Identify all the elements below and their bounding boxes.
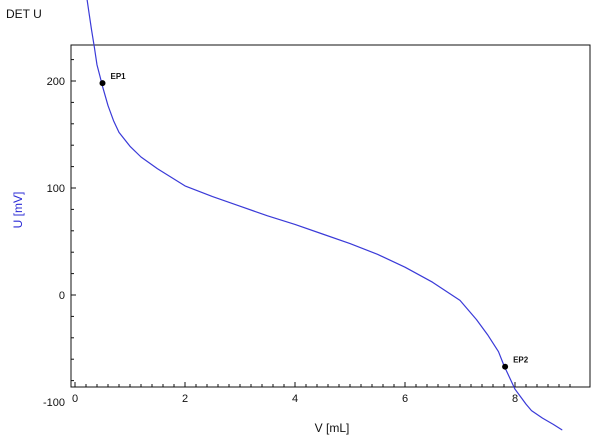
y-axis-label: U [mV] xyxy=(11,192,25,229)
endpoint-label: EP1 xyxy=(111,72,127,81)
endpoint-label: EP2 xyxy=(513,356,529,365)
points-layer: EP1 EP2 xyxy=(99,72,529,370)
y-tick-label: -100 xyxy=(43,397,65,409)
endpoint-marker xyxy=(502,363,509,370)
x-tick-label: 0 xyxy=(72,393,78,405)
series-layer xyxy=(86,0,563,431)
chart-title: DET U xyxy=(6,7,42,21)
y-tick-label: 100 xyxy=(47,183,65,195)
plot-frame xyxy=(70,44,591,388)
x-axis-label: V [mL] xyxy=(315,421,350,435)
y-ticks: -1000100200300400 xyxy=(43,59,76,409)
endpoint-marker xyxy=(99,80,106,87)
y-tick-label: 0 xyxy=(59,290,65,302)
x-tick-label: 6 xyxy=(402,393,408,405)
x-tick-label: 8 xyxy=(512,393,518,405)
x-ticks: 0 2 4 6 8 xyxy=(72,382,571,405)
y-tick-label: 200 xyxy=(47,76,65,88)
x-tick-label: 4 xyxy=(292,393,298,405)
series-line-0 xyxy=(86,0,563,431)
x-tick-label: 2 xyxy=(182,393,188,405)
